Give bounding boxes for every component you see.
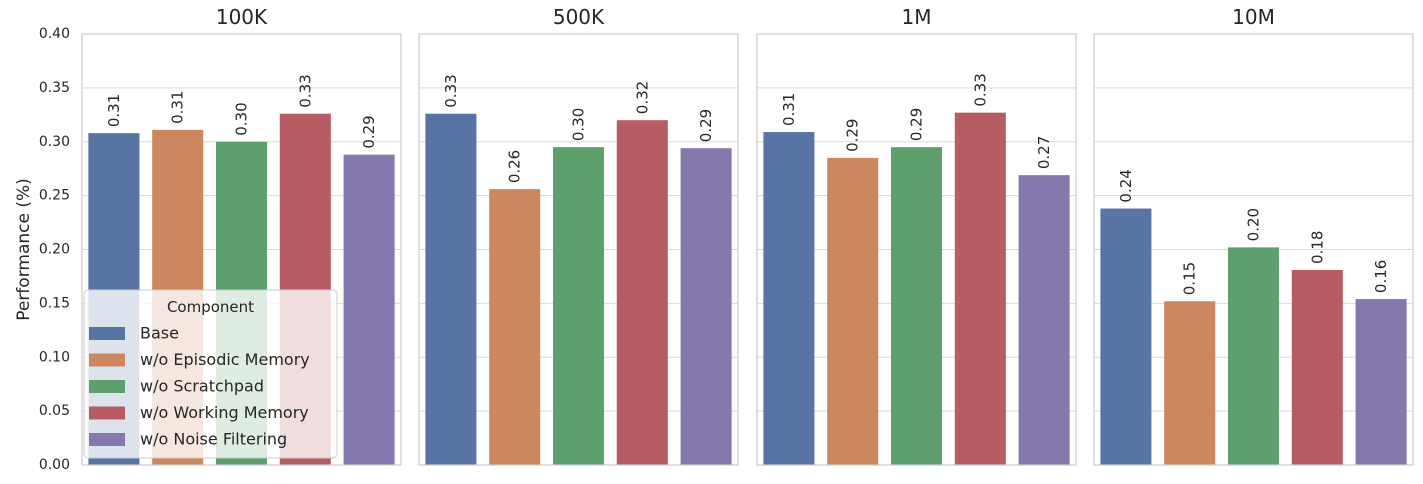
panel-3: 0.24 0.15 0.20 0.18 0.16 10M bbox=[1093, 5, 1414, 466]
data-label: 0.33 bbox=[442, 74, 460, 107]
bar-1M-2 bbox=[890, 147, 943, 465]
data-label: 0.18 bbox=[1308, 231, 1326, 264]
legend-entry: w/o Working Memory bbox=[140, 403, 309, 422]
data-label: 0.16 bbox=[1372, 260, 1390, 293]
bar-500K-1 bbox=[489, 189, 541, 465]
legend-swatch bbox=[89, 433, 125, 446]
bar-1M-1 bbox=[827, 157, 879, 465]
data-label: 0.29 bbox=[697, 109, 715, 142]
data-label: 0.20 bbox=[1245, 208, 1263, 241]
panel-1: 0.33 0.26 0.30 0.32 0.29 500K bbox=[418, 5, 739, 466]
data-label: 0.29 bbox=[360, 115, 378, 148]
panel-title: 10M bbox=[1232, 5, 1275, 29]
data-label: 0.30 bbox=[570, 108, 588, 141]
y-tick-label: 0.20 bbox=[39, 242, 70, 258]
data-label: 0.29 bbox=[908, 108, 926, 141]
legend-swatch bbox=[89, 380, 125, 393]
legend-entry: w/o Scratchpad bbox=[140, 377, 264, 396]
panel-title: 500K bbox=[553, 5, 605, 29]
panel-frame bbox=[756, 33, 1077, 466]
bar-10M-3 bbox=[1291, 269, 1343, 465]
bar-1M-4 bbox=[1018, 175, 1070, 465]
legend-entry: w/o Noise Filtering bbox=[140, 430, 287, 449]
legend-swatch bbox=[89, 353, 125, 367]
bar-500K-0 bbox=[425, 113, 477, 466]
bar-500K-2 bbox=[552, 147, 605, 465]
y-tick-label: 0.30 bbox=[39, 134, 70, 150]
data-label: 0.33 bbox=[296, 74, 314, 107]
y-tick-label: 0.15 bbox=[39, 295, 70, 311]
legend: Component Base w/o Episodic Memory w/o Scra… bbox=[83, 289, 338, 459]
legend-box bbox=[83, 289, 338, 459]
y-tick-label: 0.10 bbox=[39, 349, 70, 365]
bar-10M-1 bbox=[1164, 301, 1216, 465]
y-axis-label: Performance (%) bbox=[14, 178, 34, 321]
bar-10M-4 bbox=[1355, 299, 1407, 465]
legend-entry: Base bbox=[140, 324, 179, 343]
panel-frame bbox=[81, 33, 402, 466]
data-label: 0.26 bbox=[506, 150, 524, 183]
panel-frame bbox=[418, 33, 739, 466]
data-label: 0.33 bbox=[971, 73, 989, 106]
bar-500K-4 bbox=[680, 148, 732, 465]
data-label: 0.29 bbox=[844, 119, 862, 152]
bar-500K-3 bbox=[616, 120, 668, 465]
bar-100K-4 bbox=[343, 154, 395, 465]
panel-title: 100K bbox=[216, 5, 268, 29]
legend-swatch bbox=[89, 406, 125, 420]
data-label: 0.32 bbox=[633, 81, 651, 114]
data-label: 0.31 bbox=[105, 94, 123, 127]
bar-1M-0 bbox=[763, 132, 815, 466]
data-label: 0.31 bbox=[169, 90, 187, 123]
y-tick-label: 0.25 bbox=[39, 188, 70, 204]
y-tick-label: 0.00 bbox=[39, 457, 70, 473]
bar-1M-3 bbox=[954, 112, 1006, 465]
panel-2: 0.31 0.29 0.29 0.33 0.27 1M bbox=[756, 5, 1077, 466]
y-tick-label: 0.40 bbox=[39, 26, 70, 42]
data-label: 0.30 bbox=[233, 102, 251, 135]
data-label: 0.15 bbox=[1181, 262, 1199, 295]
bar-10M-0 bbox=[1100, 208, 1152, 465]
bar-10M-2 bbox=[1227, 247, 1280, 465]
data-label: 0.31 bbox=[780, 93, 798, 126]
legend-entry: w/o Episodic Memory bbox=[140, 350, 310, 369]
data-label: 0.27 bbox=[1035, 136, 1053, 169]
data-label: 0.24 bbox=[1117, 169, 1135, 202]
panel-frame bbox=[1093, 33, 1414, 466]
legend-swatch bbox=[89, 327, 125, 340]
legend-title: Component bbox=[167, 298, 254, 316]
panel-title: 1M bbox=[902, 5, 932, 29]
y-tick-label: 0.05 bbox=[39, 403, 70, 419]
y-tick-label: 0.35 bbox=[39, 80, 70, 96]
